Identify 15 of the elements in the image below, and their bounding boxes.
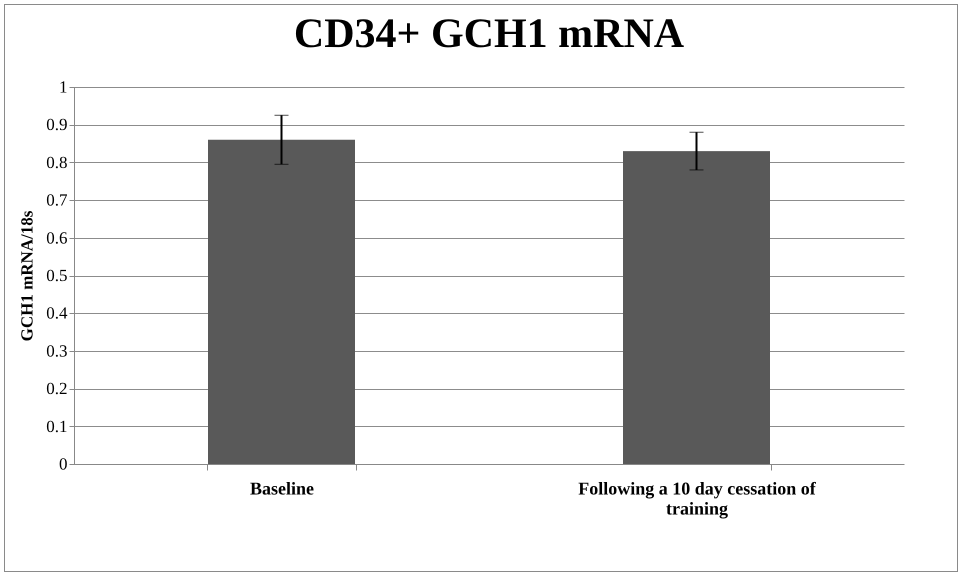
x-tick-label: Baseline: [250, 478, 314, 498]
y-tick-label: 0.5: [46, 266, 68, 285]
y-tick-label: 0.7: [46, 190, 68, 210]
y-tick-label: 1: [59, 78, 68, 96]
y-axis-title: GCH1 mRNA/18s: [17, 210, 36, 342]
y-tick-label: 0.6: [46, 228, 68, 248]
y-tick-label: 0.2: [46, 379, 68, 398]
y-tick-label: 0.3: [46, 341, 68, 360]
x-tick-label: Following a 10 day cessation of training: [578, 478, 817, 518]
y-tick-label: 0.1: [46, 416, 68, 436]
y-tick-label: 0.4: [46, 304, 68, 323]
chart-title: CD34+ GCH1 mRNA: [294, 11, 685, 57]
y-tick-label: 0: [59, 454, 68, 474]
y-tick-label: 0.8: [46, 152, 68, 172]
y-tick-label: 0.9: [46, 115, 68, 134]
